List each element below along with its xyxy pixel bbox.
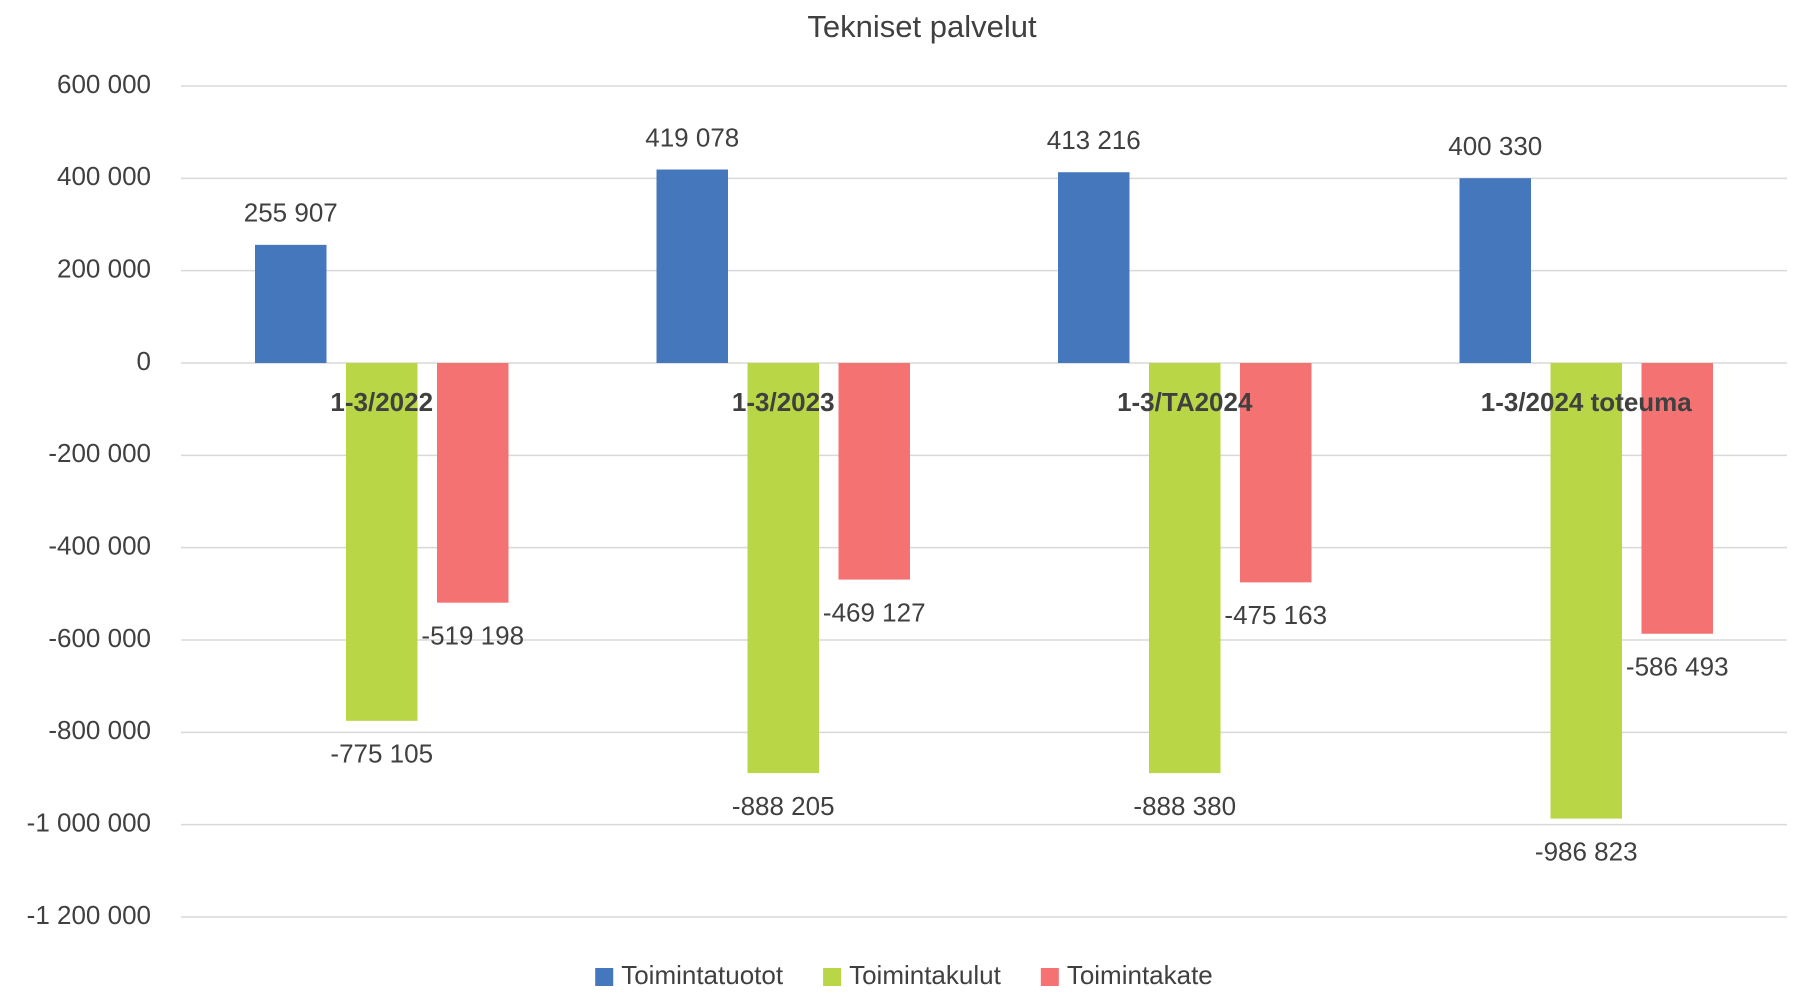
y-tick-label: -1 200 000 [27, 900, 151, 930]
y-tick-label: 0 [137, 346, 151, 376]
legend-swatch [823, 968, 842, 986]
y-tick-label: 600 000 [57, 69, 151, 99]
bar [1058, 172, 1130, 363]
bar [1550, 363, 1622, 819]
data-label: -519 198 [421, 621, 524, 651]
y-tick-label: -400 000 [48, 531, 151, 561]
data-label: -888 380 [1133, 791, 1236, 821]
x-tick-label: 1-3/2022 [330, 387, 433, 417]
y-tick-label: -1 000 000 [27, 808, 151, 838]
data-label: -586 493 [1626, 652, 1729, 682]
y-tick-label: 400 000 [57, 161, 151, 191]
bar [838, 363, 910, 580]
bar [437, 363, 509, 603]
bar [1459, 178, 1531, 363]
bar [1149, 363, 1221, 774]
legend-swatch [595, 968, 614, 986]
data-label: -986 823 [1535, 836, 1638, 866]
bar [747, 363, 819, 774]
y-tick-label: -600 000 [48, 623, 151, 653]
x-tick-label: 1-3/2023 [732, 387, 835, 417]
legend-label: Toimintakate [1067, 960, 1213, 990]
bar [656, 169, 728, 363]
legend-swatch [1040, 968, 1059, 986]
y-tick-label: -200 000 [48, 438, 151, 468]
y-tick-label: -800 000 [48, 715, 151, 745]
data-label: 255 907 [244, 198, 338, 228]
data-label: 419 078 [645, 122, 739, 152]
bar [1240, 363, 1312, 583]
y-tick-label: 200 000 [57, 254, 151, 284]
bar [1641, 363, 1713, 634]
data-label: -888 205 [732, 791, 835, 821]
x-tick-label: 1-3/2024 toteuma [1481, 387, 1693, 417]
bar [346, 363, 418, 721]
data-label: -775 105 [330, 739, 433, 769]
legend-label: Toimintakulut [849, 960, 1002, 990]
bar [255, 244, 327, 363]
data-label: -469 127 [823, 597, 926, 627]
x-tick-label: 1-3/TA2024 [1117, 387, 1253, 417]
data-label: -475 163 [1224, 600, 1327, 630]
chart-title: Tekniset palvelut [807, 9, 1037, 44]
data-label: 413 216 [1047, 125, 1141, 155]
data-label: 400 330 [1448, 131, 1542, 161]
legend-label: Toimintatuotot [621, 960, 784, 990]
